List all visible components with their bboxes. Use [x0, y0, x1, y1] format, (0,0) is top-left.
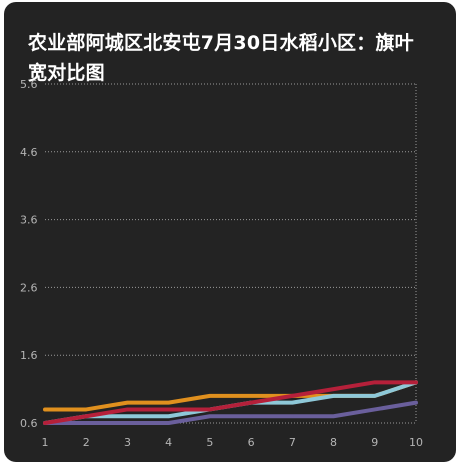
chart-title: 农业部阿城区北安屯7月30日水稻小区：旗叶宽对比图: [28, 32, 414, 84]
data-point: [208, 414, 212, 418]
x-tick-label: 6: [248, 436, 255, 449]
data-point: [125, 414, 129, 418]
y-tick-label: 2.6: [20, 281, 38, 294]
data-point: [290, 401, 294, 405]
data-point: [249, 414, 253, 418]
x-tick-label: 7: [289, 436, 296, 449]
series-layer: [43, 380, 418, 425]
data-point: [167, 407, 171, 411]
data-point: [208, 407, 212, 411]
y-tick-label: 5.6: [20, 78, 38, 91]
data-point: [373, 407, 377, 411]
series-line-3: [43, 400, 418, 425]
data-point: [414, 401, 418, 405]
x-tick-label: 8: [330, 436, 337, 449]
y-tick-label: 0.6: [20, 417, 38, 430]
data-point: [84, 407, 88, 411]
data-point: [84, 421, 88, 425]
data-point: [167, 414, 171, 418]
x-tick-label: 3: [124, 436, 131, 449]
data-point: [167, 401, 171, 405]
data-point: [43, 421, 47, 425]
data-point: [373, 380, 377, 384]
data-point: [43, 407, 47, 411]
data-point: [125, 421, 129, 425]
data-point: [84, 414, 88, 418]
data-point: [167, 421, 171, 425]
data-point: [373, 394, 377, 398]
chart-panel: 农业部阿城区北安屯7月30日水稻小区：旗叶宽对比图 0.6 1.6 2.6 3.6 4.…: [4, 2, 456, 462]
y-tick-label: 3.6: [20, 214, 38, 227]
x-tick-label: 2: [83, 436, 90, 449]
data-point: [332, 414, 336, 418]
x-tick-label: 5: [206, 436, 213, 449]
y-tick-label: 1.6: [20, 349, 38, 362]
data-point: [249, 394, 253, 398]
x-tick-label: 9: [371, 436, 378, 449]
data-point: [414, 380, 418, 384]
x-tick-label: 1: [42, 436, 49, 449]
data-point: [125, 401, 129, 405]
x-tick-label: 4: [165, 436, 172, 449]
series-line-4: [43, 380, 418, 425]
grid-layer: [45, 83, 417, 424]
data-point: [332, 394, 336, 398]
y-tick-label: 4.6: [20, 146, 38, 159]
data-point: [125, 407, 129, 411]
data-point: [208, 394, 212, 398]
data-point: [332, 387, 336, 391]
line-chart: 0.6 1.6 2.6 3.6 4.6 5.6 1 2 3 4 5 6 7 8 9 10: [20, 78, 423, 449]
data-point: [290, 394, 294, 398]
data-point: [290, 414, 294, 418]
axis-layer: 0.6 1.6 2.6 3.6 4.6 5.6 1 2 3 4 5 6 7 8 9 10: [20, 78, 423, 449]
data-point: [249, 401, 253, 405]
x-tick-label: 10: [409, 436, 423, 449]
